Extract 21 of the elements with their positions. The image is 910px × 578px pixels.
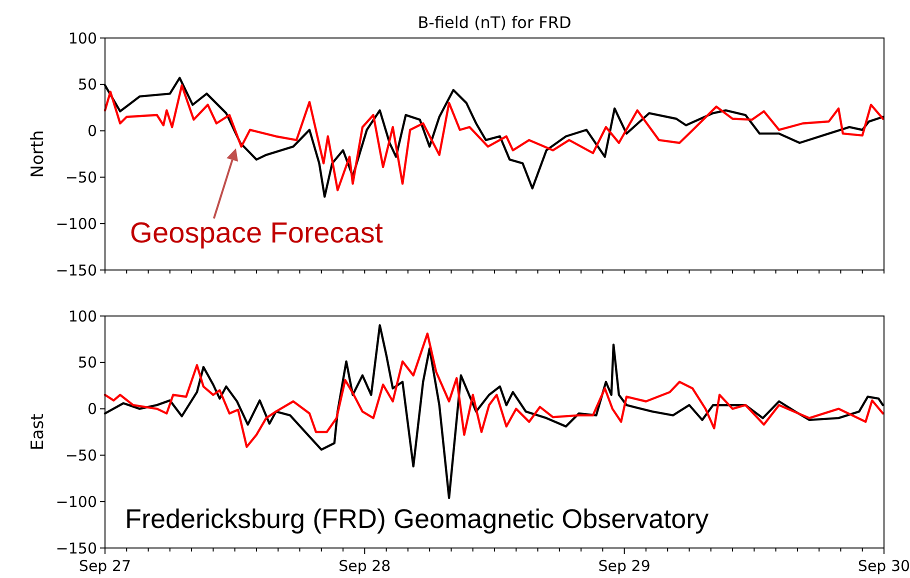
y-tick-label: −50 bbox=[65, 168, 97, 186]
y-tick-label: −50 bbox=[65, 446, 97, 464]
y-tick-label: 50 bbox=[78, 354, 97, 372]
y-tick-label: 100 bbox=[68, 29, 97, 48]
x-tick-label: Sep 27 bbox=[78, 557, 132, 575]
y-axis-title: East bbox=[28, 413, 48, 450]
chart-title: B-field (nT) for FRD bbox=[418, 13, 572, 32]
y-tick-label: −150 bbox=[56, 261, 97, 280]
x-tick-label: Sep 30 bbox=[858, 557, 910, 575]
y-tick-label: 0 bbox=[87, 400, 97, 418]
y-tick-label: 0 bbox=[87, 122, 97, 140]
x-tick-label: Sep 28 bbox=[338, 557, 391, 575]
y-tick-label: 100 bbox=[68, 307, 97, 326]
annotation: Geospace Forecast bbox=[130, 217, 383, 250]
y-tick-label: 50 bbox=[78, 76, 97, 94]
y-tick-label: −100 bbox=[56, 214, 97, 233]
annotation: Fredericksburg (FRD) Geomagnetic Observatory bbox=[125, 504, 710, 534]
y-tick-label: −150 bbox=[56, 539, 97, 558]
x-tick-label: Sep 29 bbox=[598, 557, 650, 575]
y-axis-title: North bbox=[28, 130, 48, 178]
y-tick-label: −100 bbox=[56, 492, 97, 511]
